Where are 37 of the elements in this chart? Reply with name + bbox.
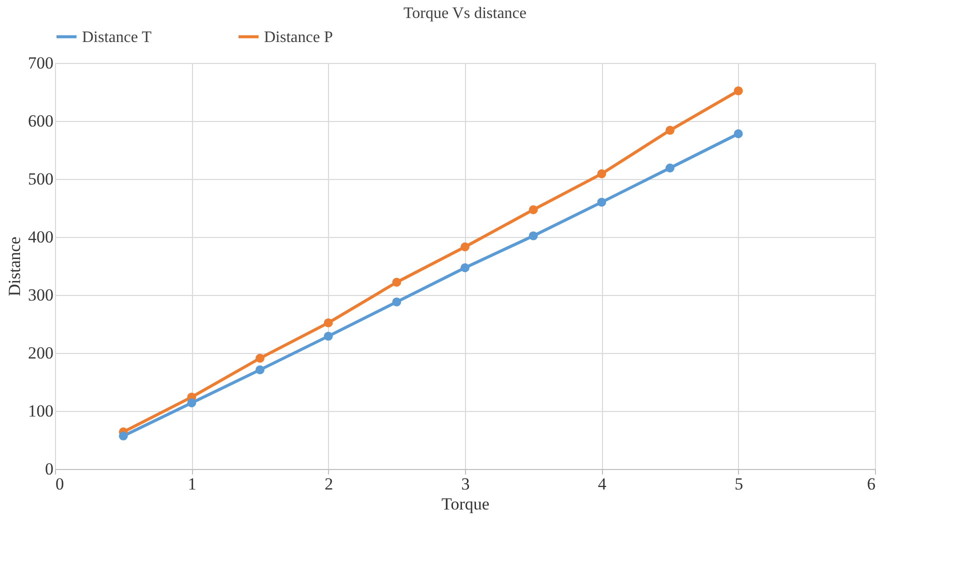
y-axis-title: Distance <box>5 236 24 296</box>
y-tick-label: 200 <box>28 344 54 362</box>
x-tick-label: 2 <box>324 474 334 494</box>
point <box>256 354 264 363</box>
x-tick-label: 4 <box>598 474 607 494</box>
point <box>597 169 606 178</box>
point <box>118 431 128 440</box>
point <box>734 86 743 96</box>
legend-label: Distance T <box>82 28 152 46</box>
point <box>666 164 674 172</box>
point <box>392 278 402 287</box>
x-tick-label: 5 <box>734 474 744 494</box>
point <box>324 332 333 341</box>
point <box>460 242 470 252</box>
y-tick-label: 500 <box>28 170 54 188</box>
point <box>528 231 538 240</box>
y-tick-label: 400 <box>28 228 54 246</box>
y-tick-label: 100 <box>28 402 54 420</box>
point <box>256 365 264 374</box>
x-tick-label: 6 <box>867 474 876 494</box>
x-tick-label: 1 <box>188 474 196 494</box>
point <box>324 318 333 328</box>
legend-label: Distance P <box>264 28 333 46</box>
point <box>734 129 743 138</box>
y-tick-label: 600 <box>28 112 54 130</box>
point <box>187 398 196 408</box>
y-tick-label: 300 <box>28 286 54 304</box>
point <box>392 297 402 306</box>
point <box>460 263 470 272</box>
y-tick-label: 0 <box>45 460 54 478</box>
point <box>666 126 674 135</box>
x-axis-title: Torque <box>442 494 490 514</box>
point <box>597 198 606 207</box>
point <box>528 205 538 214</box>
chart-title: Torque Vs distance <box>404 5 526 22</box>
x-tick-label: 3 <box>461 474 470 494</box>
y-tick-label: 700 <box>28 54 54 72</box>
